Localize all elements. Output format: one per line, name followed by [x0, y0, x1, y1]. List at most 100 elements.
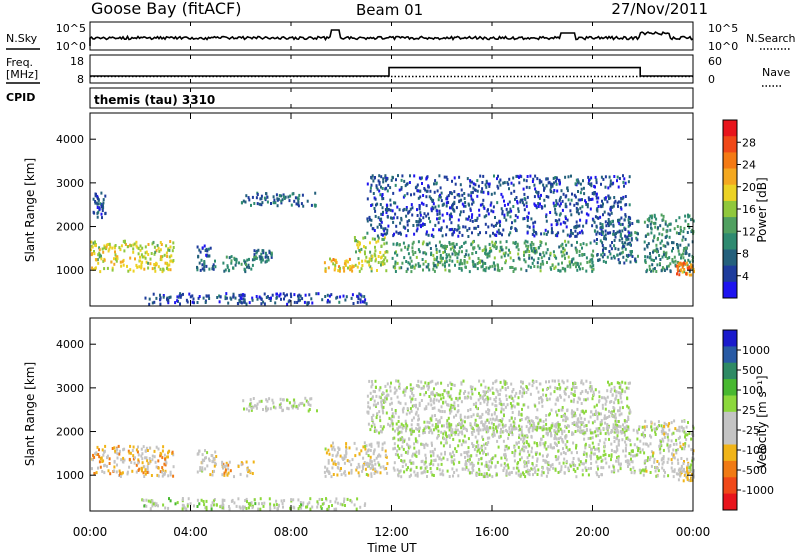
velocity-cell: [660, 430, 663, 433]
power-cell: [505, 240, 508, 244]
velocity-cell: [530, 423, 533, 427]
velocity-cell: [98, 460, 101, 464]
velocity-cell: [477, 448, 480, 452]
velocity-cell: [566, 385, 569, 389]
power-cell: [99, 253, 102, 257]
velocity-cell: [452, 437, 455, 441]
velocity-cell: [595, 434, 598, 438]
power-cell: [159, 267, 162, 271]
velocity-cell: [495, 425, 498, 429]
velocity-cell: [472, 445, 474, 448]
power-cell: [180, 293, 183, 297]
power-cell: [364, 259, 367, 263]
power-cell: [446, 255, 449, 259]
velocity-cell: [514, 417, 516, 421]
power-cell: [607, 218, 610, 221]
velocity-cell: [249, 469, 252, 473]
power-cell: [479, 259, 482, 263]
velocity-cell: [438, 399, 440, 403]
power-cell: [359, 293, 362, 297]
power-cell: [602, 251, 605, 255]
velocity-cell: [477, 398, 480, 402]
velocity-cell: [590, 466, 592, 470]
velocity-cell: [477, 432, 480, 436]
power-cell: [544, 242, 547, 246]
velocity-cell: [385, 397, 388, 401]
velocity-cell: [426, 470, 429, 473]
velocity-cell: [482, 390, 485, 394]
power-cell: [369, 186, 372, 190]
velocity-cell: [116, 452, 119, 456]
velocity-cell: [592, 392, 595, 396]
velocity-cell: [224, 470, 227, 474]
velocity-cell: [574, 414, 577, 418]
power-cell: [111, 246, 114, 250]
power-cell: [462, 225, 465, 229]
velocity-cell: [135, 463, 138, 467]
velocity-cell: [592, 431, 595, 435]
power-cell: [450, 221, 453, 225]
velocity-cell: [640, 469, 643, 473]
velocity-cell: [564, 465, 567, 469]
power-cell: [232, 292, 235, 296]
velocity-cell: [420, 471, 423, 475]
power-cell: [203, 260, 206, 263]
power-cell: [154, 269, 157, 273]
velocity-cell: [486, 464, 489, 468]
velocity-cell: [457, 444, 460, 448]
power-cell: [561, 242, 564, 246]
power-cell: [574, 182, 577, 186]
velocity-cell: [366, 449, 369, 453]
velocity-cell: [154, 460, 157, 464]
power-cell: [417, 220, 420, 224]
power-cell: [436, 189, 439, 193]
power-cell: [660, 213, 663, 217]
power-cell: [244, 270, 247, 274]
power-cell: [203, 268, 206, 272]
power-cell: [570, 213, 573, 217]
power-cell: [629, 243, 632, 247]
power-cell: [686, 231, 689, 234]
velocity-cell: [658, 462, 660, 466]
power-cell: [139, 255, 141, 259]
velocity-cell: [304, 396, 307, 400]
power-cell: [339, 266, 341, 270]
velocity-cell: [620, 392, 623, 396]
noise-sky-line: [89, 29, 694, 46]
velocity-cell: [448, 428, 451, 432]
velocity-cell: [485, 453, 487, 457]
power-cell: [449, 255, 452, 259]
power-cell: [611, 220, 614, 223]
velocity-cell: [535, 416, 538, 419]
velocity-cell: [119, 475, 122, 478]
power-cell: [407, 252, 410, 256]
power-cell: [396, 205, 399, 209]
power-cell: [529, 265, 532, 269]
velocity-cell: [630, 460, 633, 463]
power-cell: [364, 246, 367, 250]
velocity-cell: [538, 401, 541, 405]
velocity-cell: [537, 390, 540, 394]
velocity-cell: [558, 423, 561, 427]
power-cell: [608, 213, 611, 217]
velocity-cell: [513, 459, 516, 463]
velocity-cell: [634, 454, 636, 458]
beam-title: Beam 01: [356, 1, 423, 19]
power-cell: [491, 240, 494, 244]
power-cell: [622, 245, 625, 249]
velocity-cell: [370, 460, 373, 464]
power-cell: [234, 296, 237, 300]
power-cell: [263, 196, 266, 200]
power-cell: [438, 174, 441, 178]
power-cell: [395, 178, 397, 182]
velocity-cell: [490, 413, 493, 417]
power-cell: [99, 202, 102, 206]
power-cell: [550, 223, 553, 227]
power-cell: [254, 255, 257, 259]
velocity-cell: [155, 465, 158, 469]
power-cell: [558, 182, 561, 186]
velocity-cell: [391, 422, 394, 426]
power-cell: [660, 269, 663, 273]
velocity-cell: [374, 386, 377, 389]
velocity-cell: [470, 471, 473, 475]
